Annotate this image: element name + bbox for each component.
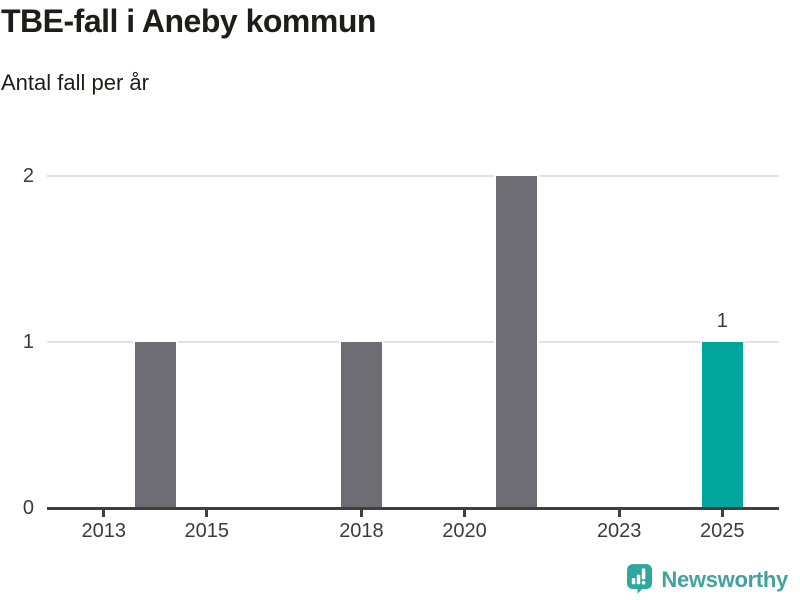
x-axis-line [47, 507, 779, 510]
bar-2025 [699, 340, 745, 510]
x-axis-tick-label-2025: 2025 [700, 520, 745, 542]
y-axis-tick-label-2: 2 [22, 165, 34, 187]
y-axis-tick-label-1: 1 [22, 331, 34, 353]
x-axis-tick-label-2023: 2023 [596, 520, 642, 542]
x-axis-tick-2025 [720, 510, 724, 517]
x-axis-tick-label-2015: 2015 [184, 520, 230, 542]
bar-value-label-2025: 1 [716, 310, 728, 332]
x-axis-tick-2015 [205, 510, 209, 517]
x-axis-tick-label-2018: 2018 [339, 520, 384, 542]
x-axis-tick-2023 [617, 510, 621, 517]
x-axis-tick-label-2020: 2020 [442, 520, 487, 542]
y-axis-tick-label-0: 0 [22, 497, 34, 519]
chart-subtitle: Antal fall per år [1, 70, 149, 95]
bar-2018 [338, 340, 384, 510]
chart-title: TBE-fall i Aneby kommun [1, 3, 376, 39]
x-axis-tick-label-2013: 2013 [81, 520, 126, 542]
x-axis-tick-2020 [463, 510, 467, 517]
newsworthy-logo[interactable]: Newsworthy [627, 564, 788, 594]
x-axis-tick-2013 [102, 510, 106, 517]
gridline-y-2 [47, 175, 779, 177]
bar-2021 [493, 174, 539, 510]
bar-2014 [132, 340, 178, 510]
newsworthy-bubble-chart-icon [627, 564, 653, 594]
gridline-y-1 [47, 341, 779, 343]
x-axis-tick-2018 [359, 510, 363, 517]
newsworthy-wordmark: Newsworthy [661, 566, 788, 592]
